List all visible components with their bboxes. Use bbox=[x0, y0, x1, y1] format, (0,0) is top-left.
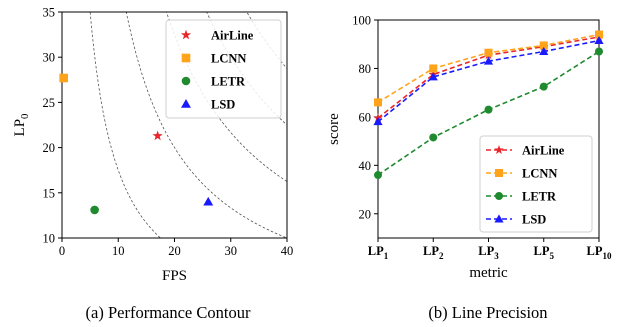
point-lsd-lp5 bbox=[539, 46, 549, 55]
y-tick-label: 30 bbox=[43, 51, 56, 65]
contour-line-1 bbox=[89, 12, 162, 238]
legend-label-airline: AirLine bbox=[522, 144, 565, 158]
legend-label-lsd: LSD bbox=[211, 98, 235, 112]
legend-marker-letr bbox=[495, 192, 503, 200]
legend-box bbox=[165, 19, 282, 119]
y-tick-label: 35 bbox=[43, 6, 56, 20]
legend-marker-airline bbox=[494, 145, 504, 155]
point-letr-lp1 bbox=[374, 171, 382, 180]
point-lcnn-lp1 bbox=[374, 98, 382, 107]
legend-marker-lcnn bbox=[495, 169, 503, 177]
point-letr-lp10 bbox=[595, 47, 603, 56]
point-lsd-lp1 bbox=[373, 117, 383, 126]
x-tick-label: 20 bbox=[168, 244, 181, 258]
x-tick-label: LP2 bbox=[423, 244, 444, 261]
x-tick-label: 40 bbox=[281, 244, 294, 258]
legend-marker-lsd bbox=[494, 214, 504, 223]
y-axis-label: LP0 bbox=[12, 114, 31, 137]
point-letr-lp5 bbox=[539, 82, 548, 91]
point-lsd-lp10 bbox=[594, 35, 604, 45]
point-lcnn-lp3 bbox=[484, 48, 493, 57]
caption-b: (b) Line Precision bbox=[428, 303, 547, 322]
legend-label-letr: LETR bbox=[211, 75, 246, 89]
contour-line-2 bbox=[125, 12, 287, 238]
y-tick-label: 100 bbox=[352, 14, 371, 28]
legend-label-letr: LETR bbox=[522, 190, 557, 204]
legend-label-airline: AirLine bbox=[211, 29, 254, 43]
point-lcnn-lp2 bbox=[429, 64, 438, 73]
legend-marker-lsd bbox=[181, 99, 191, 108]
x-axis-label: metric bbox=[469, 265, 508, 281]
x-tick-label: LP3 bbox=[478, 244, 499, 261]
y-tick-label: 40 bbox=[359, 159, 372, 173]
panel-performance-contour: 0 10 20 30 40101520253035FPSLP0AirLineLCNNLE… bbox=[12, 6, 294, 323]
legend-marker-lcnn bbox=[181, 53, 191, 63]
point-lcnn-lp5 bbox=[539, 41, 548, 50]
y-tick-label: 25 bbox=[43, 96, 56, 110]
x-axis-label: FPS bbox=[162, 268, 187, 284]
panel-line-precision: 20 40 60 80 100 LP1 LP2 LP3 LP5 LP10 metric score Ai… bbox=[326, 14, 612, 323]
point-letr-lp3 bbox=[484, 105, 493, 114]
caption-a: (a) Performance Contour bbox=[86, 303, 251, 322]
point-airline bbox=[152, 130, 163, 141]
x-tick-label: 0 bbox=[59, 244, 65, 258]
legend-box bbox=[479, 135, 593, 233]
x-tick-label: LP5 bbox=[534, 244, 555, 261]
point-lsd bbox=[203, 196, 214, 206]
point-letr-lp2 bbox=[429, 133, 438, 142]
point-lsd-lp3 bbox=[483, 56, 494, 65]
legend-label-lsd: LSD bbox=[522, 213, 546, 227]
point-lcnn-lp10 bbox=[595, 30, 603, 39]
legend-marker-letr bbox=[181, 76, 191, 86]
legend-marker-airline bbox=[180, 29, 192, 40]
x-tick-label: 10 bbox=[112, 244, 125, 258]
point-lcnn bbox=[59, 73, 68, 83]
contour-line-3 bbox=[166, 12, 287, 182]
y-tick-label: 60 bbox=[359, 110, 372, 124]
point-letr bbox=[90, 205, 99, 215]
y-tick-label: 80 bbox=[359, 62, 372, 76]
y-tick-label: 20 bbox=[43, 141, 56, 155]
y-axis-label: score bbox=[326, 113, 342, 145]
point-lsd-lp2 bbox=[428, 72, 438, 81]
y-tick-label: 20 bbox=[359, 207, 372, 221]
x-tick-label: 30 bbox=[225, 244, 238, 258]
legend-label-lcnn: LCNN bbox=[522, 167, 557, 181]
y-tick-label: 15 bbox=[43, 186, 56, 200]
x-tick-label: LP10 bbox=[587, 244, 612, 261]
legend-label-lcnn: LCNN bbox=[211, 52, 246, 66]
y-tick-label: 10 bbox=[43, 232, 56, 246]
x-tick-label: LP1 bbox=[368, 244, 389, 261]
